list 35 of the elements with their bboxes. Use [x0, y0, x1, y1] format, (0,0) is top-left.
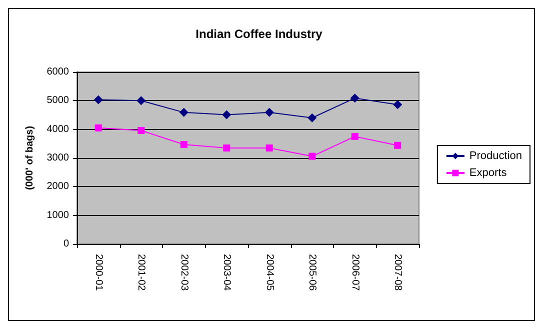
x-tick-label: 2002-03 [178, 254, 190, 292]
point [222, 110, 232, 120]
y-tick-label: 2000 [46, 181, 70, 192]
y-tick-label: 1000 [46, 210, 70, 221]
point [351, 133, 358, 140]
point [350, 94, 360, 103]
point [138, 126, 145, 134]
point [264, 108, 274, 117]
point [308, 113, 317, 122]
point [393, 100, 402, 110]
y-tick-label: 6000 [46, 66, 70, 78]
point [223, 144, 230, 152]
y-tick-label: 0 [63, 238, 70, 250]
point [308, 152, 316, 160]
y-tick-label: 5000 [46, 95, 70, 106]
x-tick-label: 2000-01 [92, 254, 104, 292]
point [94, 95, 103, 104]
point [136, 96, 146, 106]
legend-label: Exports [469, 167, 508, 179]
point [179, 108, 188, 117]
point [394, 142, 402, 149]
y-tick-label: 4000 [46, 124, 70, 135]
x-tick-label: 2003-04 [221, 254, 232, 292]
x-tick-label: 2001-02 [136, 254, 147, 292]
legend-label: Production [469, 150, 522, 162]
x-tick-label: 2004-05 [264, 254, 275, 292]
point [94, 124, 102, 132]
point [180, 141, 188, 148]
y-axis-title: (000' of bags) [24, 126, 36, 190]
x-tick-label: 2005-06 [306, 254, 318, 292]
chart-title: Indian Coffee Industry [196, 27, 323, 41]
y-tick-label: 3000 [46, 152, 70, 164]
point [266, 144, 273, 152]
x-tick-label: 2007-08 [392, 254, 404, 292]
x-tick-label: 2006-07 [349, 254, 360, 292]
